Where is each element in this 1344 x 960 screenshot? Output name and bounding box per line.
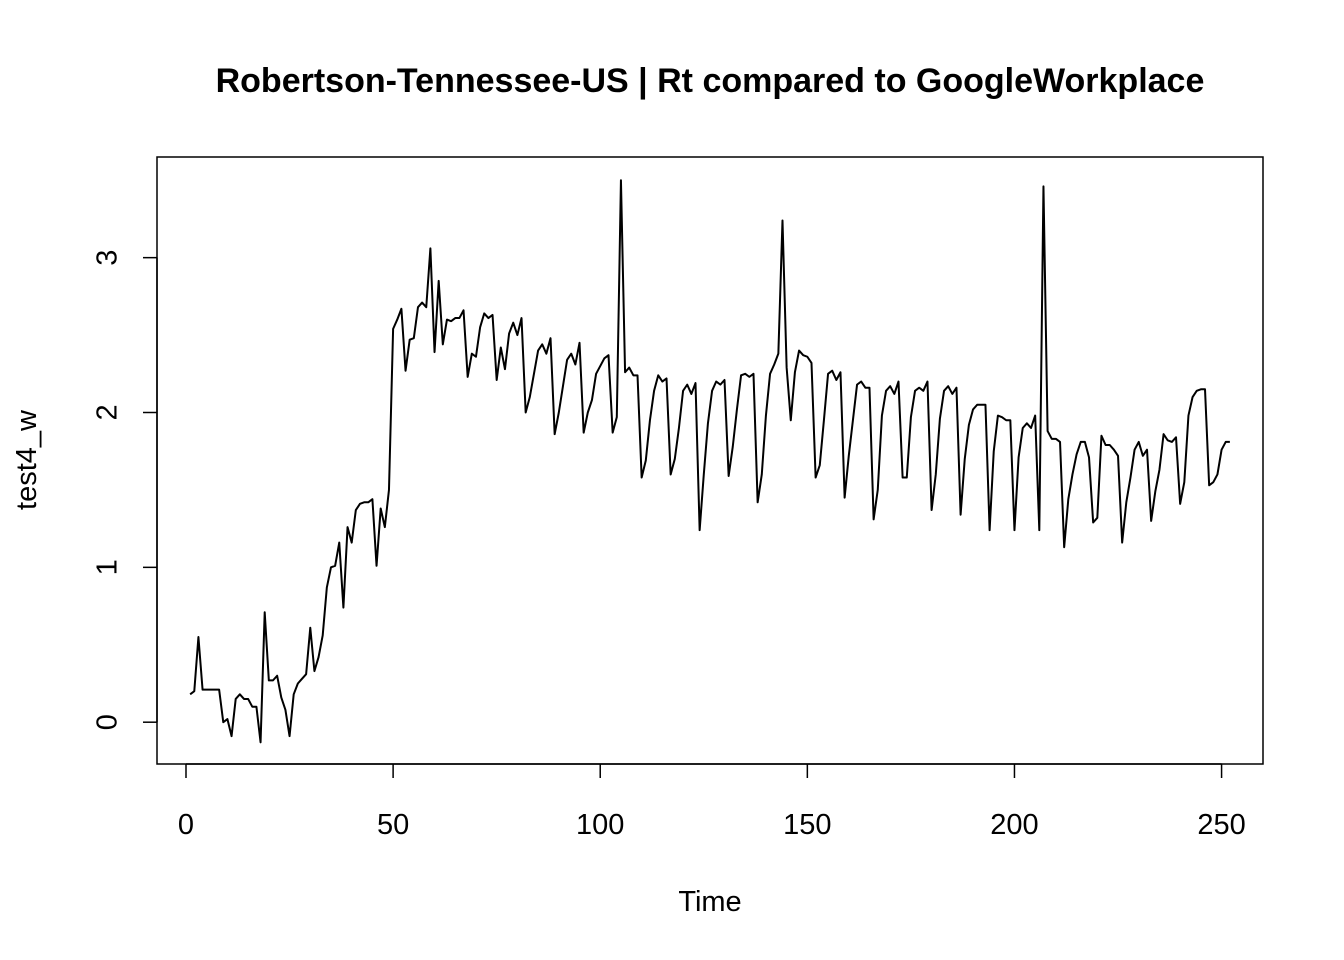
chart-title: Robertson-Tennessee-US | Rt compared to … bbox=[216, 62, 1205, 100]
x-tick-label: 150 bbox=[783, 809, 831, 841]
y-tick-label: 2 bbox=[92, 404, 124, 420]
series-group bbox=[189, 179, 1230, 744]
x-axis-label: Time bbox=[678, 886, 741, 918]
x-tick-label: 200 bbox=[990, 809, 1038, 841]
y-axis: 0 1 2 3 bbox=[92, 250, 158, 730]
plot-frame bbox=[156, 156, 1264, 765]
series-line bbox=[189, 179, 1230, 744]
y-axis-label: test4_w bbox=[11, 409, 43, 510]
x-tick-label: 0 bbox=[178, 809, 194, 841]
x-tick-label: 50 bbox=[377, 809, 409, 841]
y-tick-label: 3 bbox=[92, 250, 124, 266]
y-tick-label: 0 bbox=[92, 714, 124, 730]
x-tick-label: 250 bbox=[1197, 809, 1245, 841]
x-tick-label: 100 bbox=[576, 809, 624, 841]
y-tick-label: 1 bbox=[92, 559, 124, 575]
x-axis: 0 50 100 150 200 250 bbox=[178, 763, 1246, 841]
